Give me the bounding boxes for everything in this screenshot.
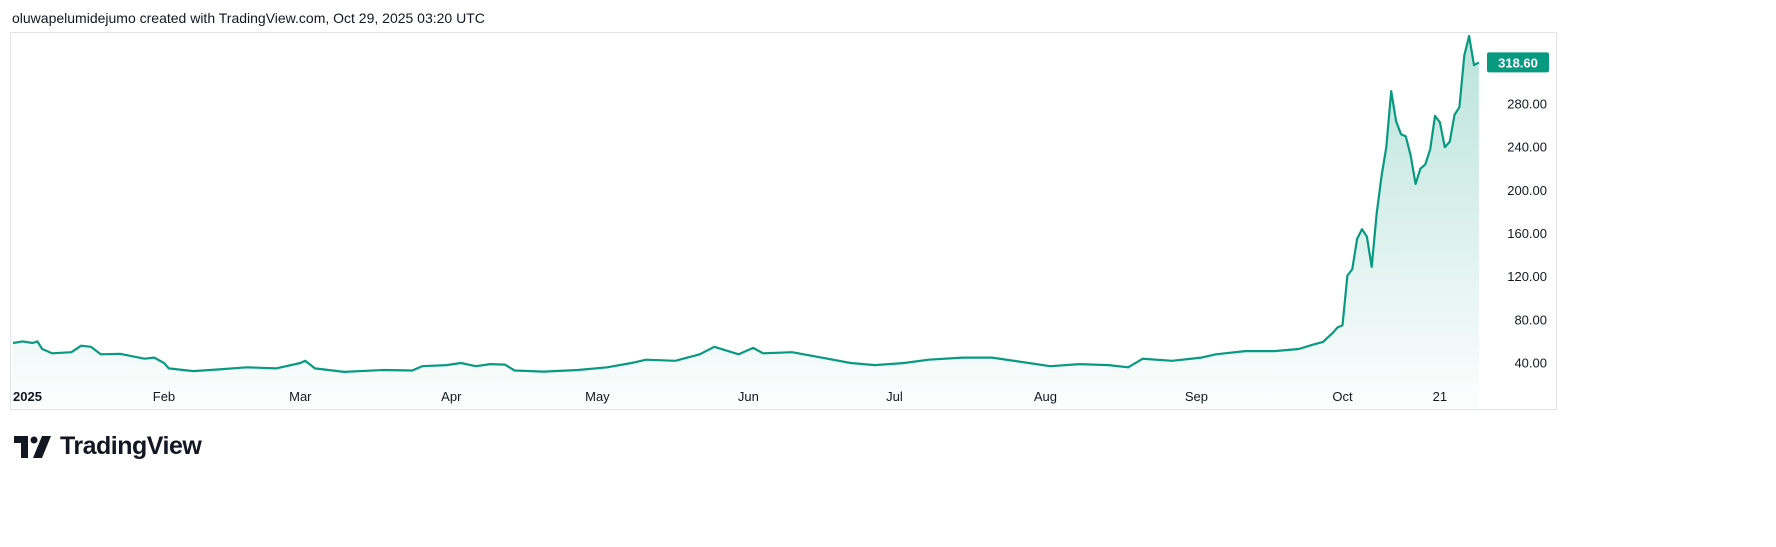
x-tick-label: Sep [1185,389,1208,404]
chart-pane[interactable]: 40.00 80.00 120.00 160.00 200.00 240.00 280.00… [10,32,1558,411]
last-price-badge [1487,52,1549,73]
x-tick-label: Oct [1332,389,1353,404]
price-area-fill [13,36,1479,411]
x-tick-label: Apr [441,389,462,404]
tradingview-logo-text: TradingView [60,432,202,460]
price-line [12,34,1480,373]
x-tick-label: Aug [1034,389,1057,404]
x-tick-label: 2025 [13,389,42,404]
y-tick-label: 240.00 [1507,140,1547,155]
y-tick-label: 120.00 [1507,269,1547,284]
x-tick-label: 21 [1433,389,1447,404]
last-price-label: 318.60 [1498,55,1538,70]
x-tick-label: Jun [738,389,759,404]
tradingview-logo-icon [14,435,51,458]
x-tick-label: Jul [886,389,903,404]
y-tick-label: 80.00 [1514,312,1547,327]
y-tick-label: 160.00 [1507,226,1547,241]
x-tick-label: Feb [153,389,175,404]
price-chart[interactable]: 40.00 80.00 120.00 160.00 200.00 240.00 280.00… [11,33,1558,411]
y-tick-label: 40.00 [1514,355,1547,370]
y-tick-label: 200.00 [1507,183,1547,198]
x-tick-label: May [585,389,610,404]
y-tick-label: 280.00 [1507,97,1547,112]
tradingview-logo[interactable]: TradingView [14,432,202,461]
attribution-text: oluwapelumidejumo created with TradingVi… [12,10,485,26]
x-tick-label: Mar [289,389,312,404]
